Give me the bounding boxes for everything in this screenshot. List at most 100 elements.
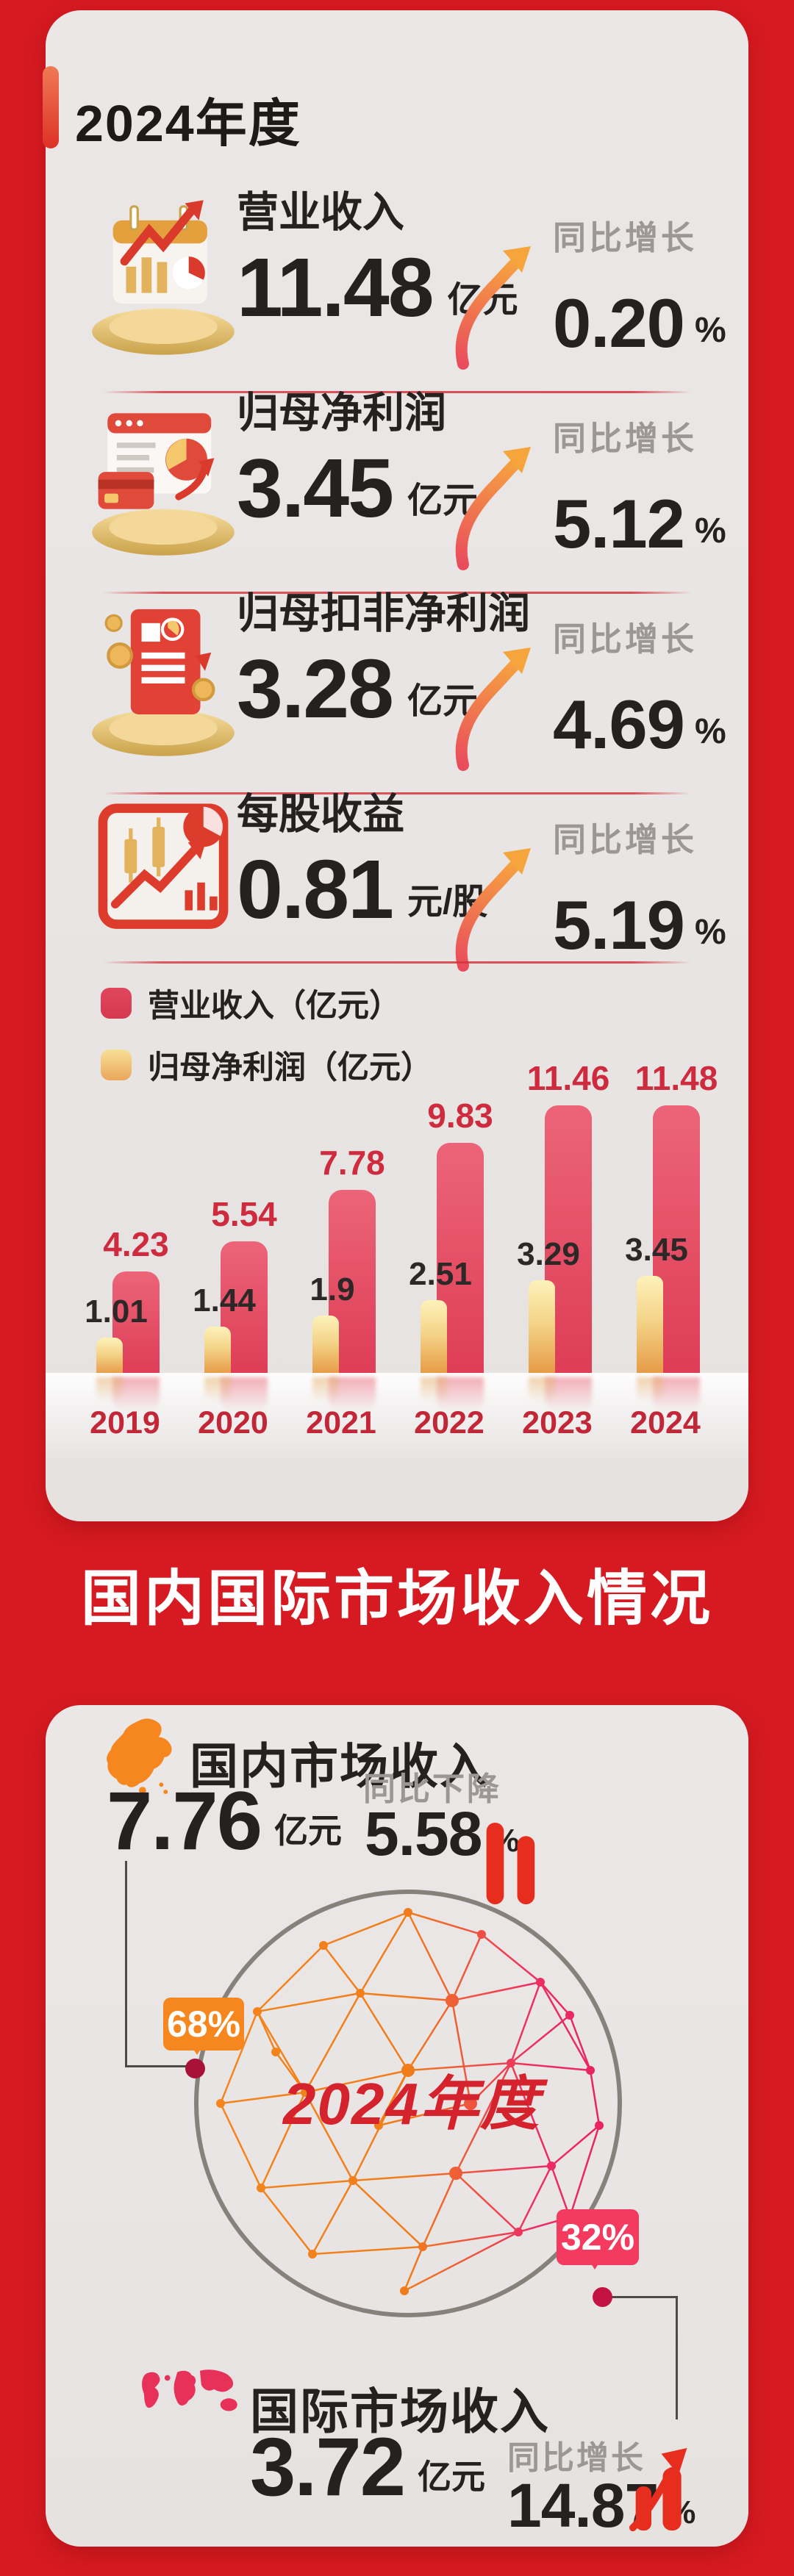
domestic-share-badge: 68% (163, 1998, 244, 2055)
growth-value: 4.69 (553, 686, 685, 763)
bar-value-profit: 1.9 (310, 1271, 355, 1307)
domestic-value-row: 7.76 亿元 (107, 1775, 342, 1867)
domestic-change-value: 5.58 (365, 1799, 482, 1868)
bar-profit (312, 1316, 339, 1374)
bar-value-profit: 2.51 (409, 1256, 472, 1292)
calendar-chart-icon (92, 200, 235, 355)
intl-connector-horizontal (610, 2296, 678, 2298)
stock-chart-icon (98, 803, 229, 929)
bar-value-revenue: 4.23 (103, 1225, 169, 1263)
intl-unit: 亿元 (417, 2458, 485, 2497)
domestic-change-row: 5.58 % (365, 1799, 520, 1868)
growth-arrow-icon (455, 447, 531, 570)
row-divider (103, 592, 691, 594)
metric-value: 3.45 (237, 442, 394, 534)
report-pie-icon (92, 413, 235, 556)
growth-percent-sign: % (694, 912, 726, 952)
bar-value-profit: 1.01 (85, 1294, 148, 1330)
metric-label: 归母扣非净利润 (237, 590, 530, 637)
growth-arrow-icon (455, 246, 531, 370)
bar-profit (637, 1276, 663, 1374)
metric-value-row: 0.81 元/股 (237, 843, 487, 936)
bar-profit (204, 1327, 231, 1374)
decline-bars-icon (486, 1822, 535, 1905)
intl-share-badge: 32% (557, 2209, 639, 2270)
intl-value-row: 3.72 亿元 (250, 2421, 485, 2513)
growth-percent-sign: % (694, 310, 726, 350)
x-axis-year: 2023 (522, 1405, 593, 1441)
intl-change-label: 同比增长 (507, 2440, 645, 2476)
growth-label: 同比增长 (553, 219, 698, 256)
metric-value: 11.48 (237, 241, 434, 334)
bar-reflection (637, 1377, 663, 1402)
metric-label: 营业收入 (237, 189, 404, 236)
bar-value-revenue: 11.46 (526, 1059, 610, 1097)
metric-value-row: 3.45 亿元 (237, 442, 478, 534)
legend-swatch-revenue (101, 988, 132, 1019)
x-axis-year: 2020 (198, 1405, 268, 1441)
growth-value-row: 5.12 % (553, 485, 726, 562)
growth-percent-sign: % (694, 711, 726, 751)
growth-value: 0.20 (553, 284, 685, 362)
growth-value: 5.19 (553, 886, 685, 964)
metric-value: 0.81 (237, 843, 394, 936)
domestic-heading: 国内市场收入 (190, 1739, 490, 1793)
row-divider (103, 792, 691, 794)
growth-label: 同比增长 (553, 620, 698, 658)
x-axis-year: 2022 (414, 1405, 484, 1441)
growth-arrow-icon (455, 848, 531, 972)
x-axis-year: 2019 (90, 1405, 160, 1441)
page-title: 2024年度 (75, 95, 301, 152)
bar-value-profit: 3.29 (517, 1236, 580, 1272)
growth-percent-sign: % (694, 511, 726, 550)
bar-reflection (421, 1377, 447, 1402)
legend-item-profit: 归母净利润（亿元） (101, 1042, 432, 1088)
growth-bars-icon (629, 2447, 687, 2532)
domestic-change-label: 同比下降 (363, 1771, 501, 1807)
china-map-icon (107, 1718, 172, 1795)
growth-label: 同比增长 (553, 420, 698, 457)
bar-value-revenue: 9.83 (427, 1097, 493, 1135)
legend-item-revenue: 营业收入（亿元） (101, 980, 401, 1026)
row-divider (103, 391, 691, 393)
growth-value-row: 4.69 % (553, 686, 726, 763)
legend-swatch-profit (101, 1050, 132, 1080)
world-map-icon (142, 2369, 237, 2411)
bar-value-profit: 1.44 (193, 1282, 256, 1319)
metric-value: 3.28 (237, 642, 394, 735)
bar-reflection (96, 1377, 123, 1402)
legend-label-profit: 归母净利润（亿元） (148, 1050, 432, 1086)
legend-label-revenue: 营业收入（亿元） (148, 989, 401, 1024)
metric-label: 归母净利润 (237, 390, 446, 437)
bar-value-profit: 3.45 (625, 1232, 688, 1268)
intl-value: 3.72 (250, 2421, 406, 2513)
bar-reflection (312, 1377, 339, 1402)
metric-value-row: 11.48 亿元 (237, 241, 518, 334)
intl-connector-vertical (676, 2296, 678, 2419)
growth-label: 同比增长 (553, 821, 698, 858)
x-axis-year: 2021 (306, 1405, 376, 1441)
growth-value-row: 5.19 % (553, 886, 726, 964)
growth-value: 5.12 (553, 485, 685, 562)
bar-profit (96, 1338, 123, 1374)
growth-value-row: 0.20 % (553, 284, 726, 362)
bar-reflection (529, 1377, 555, 1402)
domestic-connector-vertical (125, 1861, 127, 2067)
market-revenue-card (46, 1705, 748, 2547)
metric-label: 每股收益 (237, 791, 404, 838)
chart-floor (46, 1373, 748, 1464)
growth-arrow-icon (455, 647, 531, 771)
bar-profit (421, 1300, 447, 1374)
row-divider (103, 961, 691, 964)
bar-value-revenue: 11.48 (634, 1059, 718, 1097)
receipt-coins-icon (92, 609, 235, 756)
domestic-share-dot (185, 2059, 205, 2078)
domestic-value: 7.76 (107, 1775, 262, 1867)
intl-share-dot (593, 2287, 612, 2307)
domestic-connector-horizontal (125, 2065, 190, 2067)
metric-value-row: 3.28 亿元 (237, 642, 478, 735)
network-globe (194, 1890, 622, 2317)
bar-reflection (204, 1377, 231, 1402)
bar-value-revenue: 5.54 (211, 1195, 277, 1233)
